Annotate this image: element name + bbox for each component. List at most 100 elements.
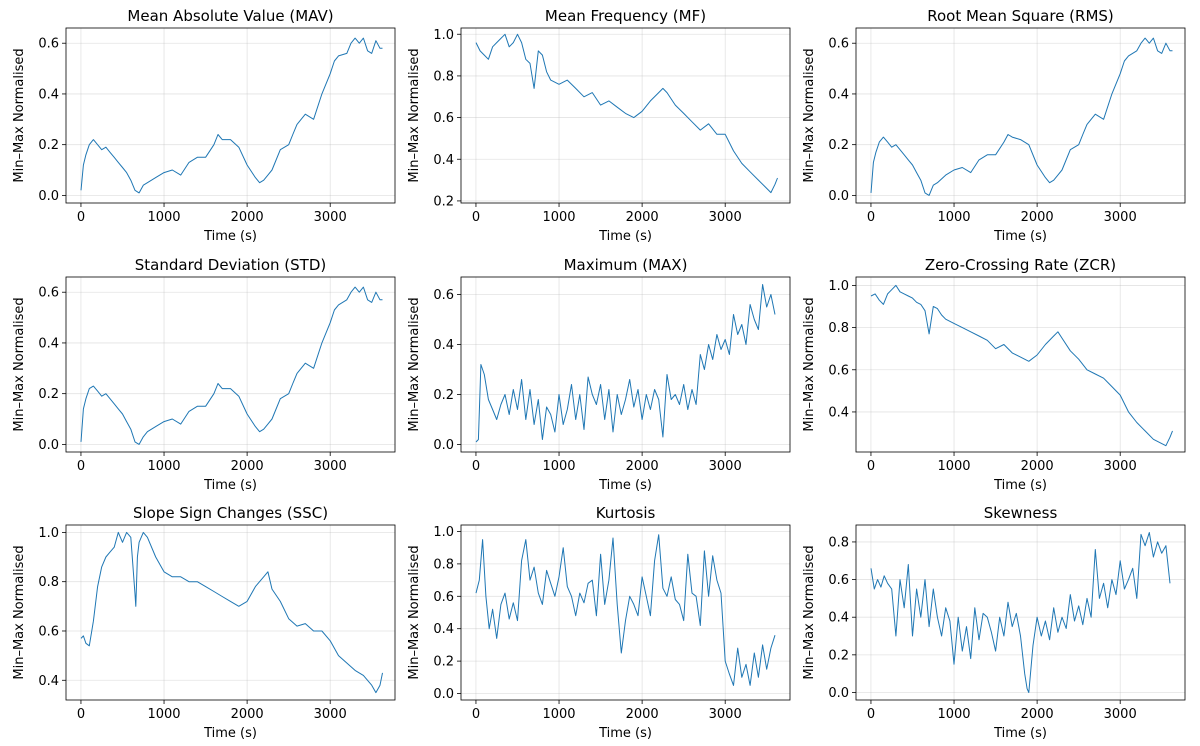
x-tick-label: 1000: [937, 707, 970, 722]
x-tick-label: 1000: [937, 210, 970, 225]
x-tick-label: 1000: [147, 707, 180, 722]
x-axis-label: Time (s): [993, 726, 1047, 741]
x-tick-label: 0: [867, 210, 875, 225]
y-axis-label: Min–Max Normalised: [12, 545, 27, 679]
y-tick-label: 0.0: [38, 438, 59, 453]
subplot-7: 0 1000 2000 3000 0.4 0.6 0.8 1.0 Slope Sign Chan…: [12, 504, 396, 741]
subplot-3: 0 1000 2000 3000 0.0 0.2 0.4 0.6 Root Mean Squar…: [802, 7, 1186, 244]
y-tick-label: 0.4: [828, 87, 849, 102]
y-tick-label: 0.2: [433, 194, 454, 209]
x-axis-label: Time (s): [598, 478, 652, 493]
y-tick-label: 1.0: [433, 28, 454, 43]
y-tick-label: 0.8: [38, 575, 59, 590]
y-tick-label: 0.6: [828, 573, 849, 588]
y-axis-label: Min–Max Normalised: [802, 297, 817, 431]
y-tick-label: 0.4: [433, 622, 454, 637]
subplot-4: 0 1000 2000 3000 0.0 0.2 0.4 0.6 Standard Deviat…: [12, 256, 396, 493]
x-tick-label: 3000: [314, 707, 347, 722]
x-tick-label: 2000: [626, 707, 659, 722]
x-tick-label: 0: [77, 459, 85, 474]
y-axis-label: Min–Max Normalised: [12, 48, 27, 182]
x-tick-label: 3000: [1104, 210, 1137, 225]
y-tick-label: 0.0: [433, 687, 454, 702]
y-tick-label: 0.8: [828, 321, 849, 336]
series-line: [80, 531, 383, 694]
y-axis-label: Min–Max Normalised: [407, 297, 422, 431]
y-axis-label: Min–Max Normalised: [407, 545, 422, 679]
subplot-8: 0 1000 2000 3000 0.0 0.2 0.4 0.6 0.8 1.0 Kurtosis T…: [407, 504, 791, 741]
x-tick-label: 0: [867, 459, 875, 474]
y-tick-label: 0.2: [38, 138, 59, 153]
x-tick-label: 2000: [1021, 707, 1054, 722]
series-line: [475, 284, 776, 443]
y-tick-label: 0.2: [38, 387, 59, 402]
x-tick-label: 0: [867, 707, 875, 722]
subplot-title: Kurtosis: [596, 504, 656, 522]
subplot-title: Mean Frequency (MF): [545, 7, 706, 25]
x-tick-label: 1000: [147, 210, 180, 225]
subplot-5: 0 1000 2000 3000 0.0 0.2 0.4 0.6 Maximum (MAX) Ti…: [407, 256, 791, 493]
x-tick-label: 3000: [709, 459, 742, 474]
x-axis-label: Time (s): [598, 229, 652, 244]
y-tick-label: 0.0: [38, 189, 59, 204]
axes-frame: [460, 524, 791, 701]
x-tick-label: 2000: [231, 459, 264, 474]
axes-frame: [65, 276, 396, 453]
y-tick-label: 0.0: [828, 189, 849, 204]
axes-frame: [855, 524, 1186, 701]
y-tick-label: 1.0: [828, 279, 849, 294]
y-tick-label: 0.4: [828, 405, 849, 420]
y-tick-label: 0.6: [433, 590, 454, 605]
x-tick-label: 3000: [314, 210, 347, 225]
axes-frame: [855, 27, 1186, 204]
x-tick-label: 1000: [147, 459, 180, 474]
series-line: [870, 37, 1173, 196]
series-line: [870, 532, 1171, 693]
subplot-title: Skewness: [984, 504, 1058, 522]
x-tick-label: 2000: [626, 459, 659, 474]
subplot-title: Slope Sign Changes (SSC): [133, 504, 328, 522]
y-tick-label: 0.0: [433, 438, 454, 453]
series-line: [80, 37, 383, 194]
y-tick-label: 0.8: [828, 535, 849, 550]
y-tick-label: 1.0: [433, 525, 454, 540]
series-line: [475, 33, 778, 194]
x-axis-label: Time (s): [993, 229, 1047, 244]
x-tick-label: 2000: [1021, 459, 1054, 474]
x-tick-label: 0: [77, 707, 85, 722]
subplot-title: Mean Absolute Value (MAV): [127, 7, 333, 25]
x-tick-label: 0: [77, 210, 85, 225]
subplot-title: Zero-Crossing Rate (ZCR): [925, 256, 1116, 274]
y-tick-label: 0.4: [433, 153, 454, 168]
y-tick-label: 0.8: [433, 69, 454, 84]
y-tick-label: 0.6: [433, 288, 454, 303]
x-tick-label: 0: [472, 210, 480, 225]
y-tick-label: 0.4: [38, 87, 59, 102]
y-tick-label: 0.6: [38, 286, 59, 301]
subplot-2: 0 1000 2000 3000 0.2 0.4 0.6 0.8 1.0 Mean Frequen…: [407, 7, 791, 244]
x-tick-label: 3000: [314, 459, 347, 474]
x-tick-label: 3000: [1104, 459, 1137, 474]
y-axis-label: Min–Max Normalised: [802, 545, 817, 679]
y-tick-label: 1.0: [38, 526, 59, 541]
axes-frame: [65, 524, 396, 701]
axes-frame: [65, 27, 396, 204]
subplot-title: Maximum (MAX): [564, 256, 688, 274]
y-tick-label: 0.4: [433, 338, 454, 353]
x-axis-label: Time (s): [203, 726, 257, 741]
axes-frame: [460, 27, 791, 204]
y-tick-label: 0.4: [828, 611, 849, 626]
y-tick-label: 0.2: [828, 648, 849, 663]
y-axis-label: Min–Max Normalised: [802, 48, 817, 182]
x-tick-label: 0: [472, 707, 480, 722]
x-tick-label: 3000: [1104, 707, 1137, 722]
y-tick-label: 0.6: [433, 111, 454, 126]
subplot-9: 0 1000 2000 3000 0.0 0.2 0.4 0.6 0.8 Skewness Time…: [802, 504, 1186, 741]
x-tick-label: 2000: [231, 210, 264, 225]
x-tick-label: 3000: [709, 210, 742, 225]
axes-frame: [855, 276, 1186, 453]
subplot-6: 0 1000 2000 3000 0.4 0.6 0.8 1.0 Zero-Crossing R…: [802, 256, 1186, 493]
axes-frame: [460, 276, 791, 453]
x-tick-label: 0: [472, 459, 480, 474]
